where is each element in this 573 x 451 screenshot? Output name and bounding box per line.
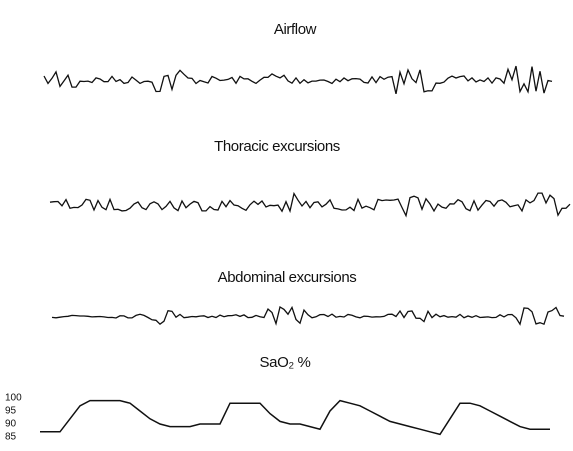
waveform [43, 65, 553, 95]
y-tick-label: 85 [5, 432, 17, 443]
trace-title: Airflow [274, 21, 317, 38]
trace-title: Abdominal excursions [218, 269, 357, 286]
trace-title: Thoracic excursions [214, 138, 340, 155]
sao2-line [40, 399, 550, 436]
chart-title: SaO₂ % [260, 354, 311, 371]
waveform [49, 191, 571, 218]
waveform [51, 305, 565, 326]
y-tick-label: 95 [5, 406, 17, 417]
y-tick-label: 90 [5, 419, 17, 430]
y-tick-label: 100 [5, 393, 22, 404]
